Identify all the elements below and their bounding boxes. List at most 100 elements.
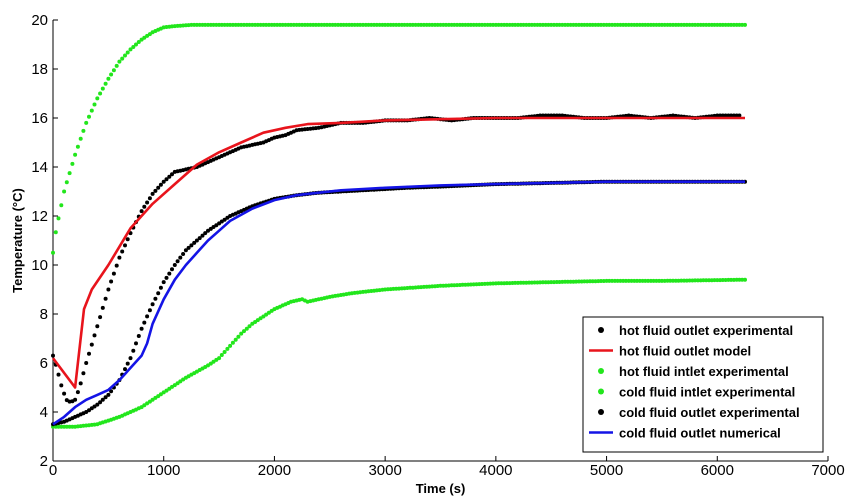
- data-point: [203, 22, 208, 27]
- data-point: [95, 96, 100, 101]
- data-point: [637, 278, 642, 283]
- data-point: [712, 22, 717, 27]
- data-point: [695, 22, 700, 27]
- data-point: [150, 302, 155, 307]
- data-point: [552, 22, 556, 27]
- data-point: [715, 278, 720, 283]
- data-point: [194, 22, 199, 27]
- data-point: [172, 383, 177, 388]
- data-point: [607, 278, 612, 283]
- data-point: [626, 278, 631, 283]
- data-point: [197, 236, 202, 241]
- y-tick-label: 2: [40, 453, 48, 470]
- x-tick-label: 7000: [811, 462, 844, 479]
- legend-swatch: [598, 368, 604, 374]
- legend-item: cold fluid outlet experimental: [598, 405, 800, 420]
- data-point: [145, 200, 150, 205]
- data-point: [62, 391, 67, 396]
- data-point: [250, 22, 255, 27]
- series-1: [51, 116, 745, 389]
- data-point: [635, 22, 639, 27]
- data-point: [491, 281, 496, 286]
- data-point: [601, 22, 606, 27]
- data-point: [455, 22, 460, 27]
- data-point: [618, 22, 623, 27]
- data-point: [668, 22, 673, 27]
- data-point: [264, 22, 269, 27]
- data-point: [693, 22, 698, 27]
- data-point: [233, 337, 238, 342]
- data-point: [258, 22, 263, 27]
- legend-box: [582, 316, 824, 453]
- data-point: [394, 22, 399, 27]
- data-point: [549, 113, 554, 118]
- data-point: [529, 280, 534, 285]
- data-point: [125, 50, 130, 55]
- data-point: [170, 172, 174, 177]
- data-point: [460, 282, 465, 287]
- data-point: [53, 230, 58, 235]
- data-point: [186, 245, 191, 250]
- data-point: [668, 278, 673, 283]
- series-line: [52, 180, 745, 426]
- data-point: [147, 196, 152, 201]
- data-point: [463, 22, 468, 27]
- data-point: [444, 283, 448, 288]
- data-point: [341, 22, 346, 27]
- data-point: [524, 22, 529, 27]
- data-point: [266, 310, 271, 315]
- data-point: [455, 283, 460, 288]
- data-point: [92, 102, 97, 107]
- data-point: [402, 22, 407, 27]
- data-point: [391, 286, 396, 291]
- data-point: [183, 248, 188, 253]
- data-point: [687, 22, 692, 27]
- data-point: [737, 22, 742, 27]
- data-point: [219, 22, 224, 27]
- data-point: [468, 22, 473, 27]
- data-point: [189, 22, 194, 27]
- legend-item: cold fluid intlet experimental: [598, 385, 795, 400]
- data-point: [693, 278, 698, 283]
- legend-swatch: [598, 388, 604, 395]
- data-point: [654, 22, 659, 27]
- data-point: [111, 271, 116, 276]
- data-point: [230, 340, 235, 345]
- data-point: [308, 22, 313, 27]
- data-point: [56, 372, 61, 377]
- data-point: [565, 279, 570, 284]
- data-point: [167, 174, 172, 179]
- data-point: [546, 113, 551, 118]
- data-point: [181, 252, 186, 256]
- data-point: [383, 22, 388, 27]
- data-point: [720, 22, 725, 27]
- data-point: [109, 72, 114, 77]
- data-point: [480, 282, 484, 286]
- data-point: [128, 47, 133, 52]
- data-point: [532, 280, 537, 285]
- data-point: [56, 216, 61, 221]
- x-tick-label: 5000: [590, 462, 623, 479]
- data-point: [87, 114, 91, 119]
- data-point: [327, 22, 332, 27]
- data-point: [601, 279, 606, 283]
- data-point: [366, 22, 371, 27]
- data-point: [164, 388, 169, 393]
- data-point: [662, 22, 667, 27]
- data-point: [504, 281, 509, 286]
- data-point: [474, 22, 479, 27]
- data-point: [474, 282, 479, 287]
- data-point: [217, 356, 222, 361]
- data-point: [120, 56, 125, 61]
- data-point: [521, 280, 526, 285]
- data-point: [671, 278, 675, 283]
- y-tick-label: 20: [31, 12, 48, 29]
- data-point: [158, 182, 163, 187]
- data-point: [731, 277, 736, 282]
- data-point: [715, 22, 720, 27]
- legend-swatch: [598, 409, 604, 415]
- data-point: [513, 280, 518, 285]
- data-point: [676, 278, 681, 283]
- data-point: [197, 22, 202, 27]
- data-point: [679, 22, 684, 27]
